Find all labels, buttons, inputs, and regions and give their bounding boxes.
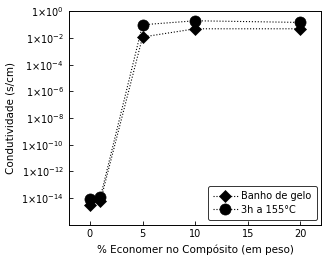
3h a 155°C <box>88 198 92 201</box>
3h a 155°C <box>299 21 302 24</box>
Y-axis label: Condutividade (s/cm): Condutividade (s/cm) <box>6 62 16 174</box>
Banho de gelo <box>299 27 302 30</box>
Banho de gelo <box>193 27 197 30</box>
Line: 3h a 155°C: 3h a 155°C <box>84 15 306 205</box>
3h a 155°C <box>98 195 102 198</box>
3h a 155°C <box>193 19 197 22</box>
Banho de gelo <box>98 199 102 203</box>
X-axis label: % Economer no Compósito (em peso): % Economer no Compósito (em peso) <box>97 245 294 256</box>
Banho de gelo <box>88 203 92 206</box>
Legend: Banho de gelo, 3h a 155°C: Banho de gelo, 3h a 155°C <box>208 186 317 220</box>
Line: Banho de gelo: Banho de gelo <box>86 25 304 209</box>
Banho de gelo <box>141 35 145 39</box>
3h a 155°C <box>141 23 145 26</box>
